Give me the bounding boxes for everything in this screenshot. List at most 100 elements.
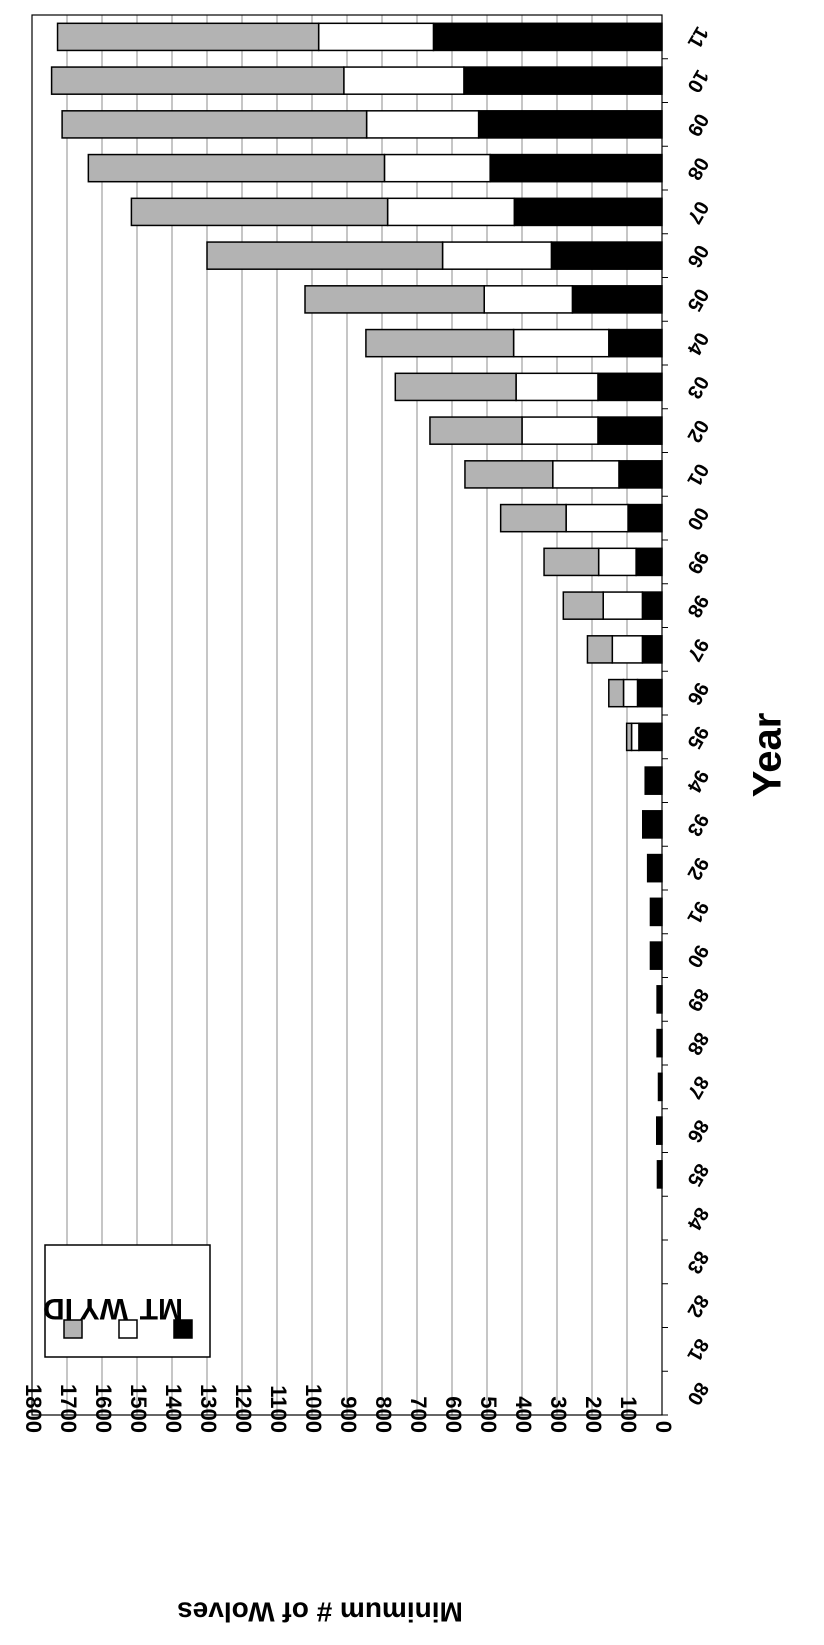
bar-id: [130, 197, 389, 227]
category-label: 84: [682, 1203, 713, 1234]
bar-mt: [656, 985, 663, 1014]
legend-label-id: ID: [43, 1292, 73, 1325]
bar-mt: [635, 547, 663, 577]
bar-mt: [627, 503, 663, 533]
category-label: 82: [683, 1291, 713, 1321]
category-label: 09: [683, 110, 713, 140]
bar-id: [429, 416, 523, 445]
value-tick-label: 100: [616, 1396, 641, 1433]
bar-id: [543, 547, 600, 577]
bar-id: [50, 66, 345, 95]
bar-mt: [550, 241, 663, 270]
value-tick-label: 700: [406, 1396, 431, 1433]
category-label: 89: [683, 985, 713, 1015]
bar-wy: [602, 591, 644, 620]
bar-mt: [646, 853, 663, 883]
bar-id: [625, 722, 633, 752]
category-label: 07: [683, 197, 713, 227]
value-tick-label: 600: [441, 1396, 466, 1433]
bar-wy: [565, 503, 629, 533]
category-label: 80: [683, 1378, 713, 1408]
bar-mt: [656, 1116, 663, 1145]
x-axis-title: Year: [746, 713, 790, 798]
bar-mt: [641, 635, 663, 664]
value-tick-label: 300: [546, 1396, 571, 1433]
bar-mt: [489, 153, 663, 183]
category-label: 92: [683, 853, 713, 883]
bar-mt: [432, 22, 663, 52]
value-tick-label: 200: [581, 1396, 606, 1433]
bar-mt: [638, 722, 663, 752]
category-label: 08: [683, 153, 713, 183]
value-tick-label: 1700: [56, 1384, 81, 1433]
category-label: 93: [683, 810, 713, 840]
category-label: 85: [683, 1160, 713, 1190]
bar-wy: [630, 722, 640, 752]
category-label: 83: [683, 1247, 713, 1277]
bar-wy: [343, 66, 465, 95]
bar-id: [61, 110, 368, 139]
y-axis-title: Minimum # of Wolves: [177, 1597, 463, 1628]
legend-label-mt: MT: [140, 1292, 183, 1325]
value-tick-label: 1100: [266, 1385, 291, 1433]
category-label: 88: [683, 1028, 713, 1058]
value-tick-label: 800: [371, 1396, 396, 1433]
bar-mt: [597, 372, 663, 402]
value-tick-label: 1300: [196, 1384, 221, 1433]
value-tick-label: 0: [651, 1421, 676, 1433]
category-label: 00: [683, 503, 713, 533]
category-label: 86: [683, 1116, 713, 1146]
bar-mt: [618, 460, 663, 489]
value-tick-label: 1600: [91, 1384, 116, 1433]
bar-id: [394, 372, 517, 402]
bar-id: [206, 241, 444, 270]
bar-id: [608, 678, 625, 708]
bar-mt: [513, 197, 663, 227]
bar-mt: [657, 1072, 663, 1102]
value-tick-label: 1500: [126, 1384, 151, 1433]
bar-mt: [649, 897, 663, 927]
bar-wy: [512, 328, 610, 358]
bar-mt: [597, 416, 663, 445]
category-label: 91: [683, 897, 713, 927]
category-label: 03: [683, 372, 713, 402]
value-tick-label: 400: [511, 1396, 536, 1433]
bar-wy: [483, 285, 574, 314]
value-tick-label: 1000: [301, 1384, 326, 1433]
bar-id: [562, 591, 604, 620]
bar-wy: [386, 197, 516, 227]
bar-mt: [477, 110, 663, 139]
bar-id: [586, 635, 614, 664]
bar-wy: [597, 547, 637, 577]
bar-id: [56, 22, 320, 52]
category-label: 94: [682, 766, 713, 797]
bar-wy: [515, 372, 599, 402]
legend-swatch-wy: [118, 1319, 138, 1339]
category-label: 01: [683, 460, 713, 490]
bar-wy: [365, 110, 480, 139]
category-label: 05: [683, 285, 713, 315]
bar-id: [464, 460, 554, 489]
category-label: 99: [683, 547, 713, 577]
bar-mt: [463, 66, 663, 95]
bar-wy: [622, 678, 639, 708]
category-label: 98: [683, 591, 713, 621]
value-tick-label: 1800: [21, 1384, 46, 1433]
category-label: 02: [683, 416, 713, 446]
legend-label-wy: WY: [80, 1292, 128, 1325]
bar-id: [304, 285, 485, 314]
category-label: 11: [683, 23, 713, 52]
bar-mt: [636, 678, 663, 708]
bar-mt: [656, 1028, 663, 1058]
bar-mt: [649, 941, 663, 970]
category-label: 95: [683, 722, 713, 752]
bar-mt: [644, 766, 663, 795]
category-label: 90: [683, 941, 713, 971]
bar-mt: [642, 810, 663, 839]
value-tick-label: 500: [476, 1396, 501, 1433]
bar-mt: [608, 328, 663, 358]
value-tick-label: 1400: [161, 1384, 186, 1433]
bar-mt: [571, 285, 663, 314]
